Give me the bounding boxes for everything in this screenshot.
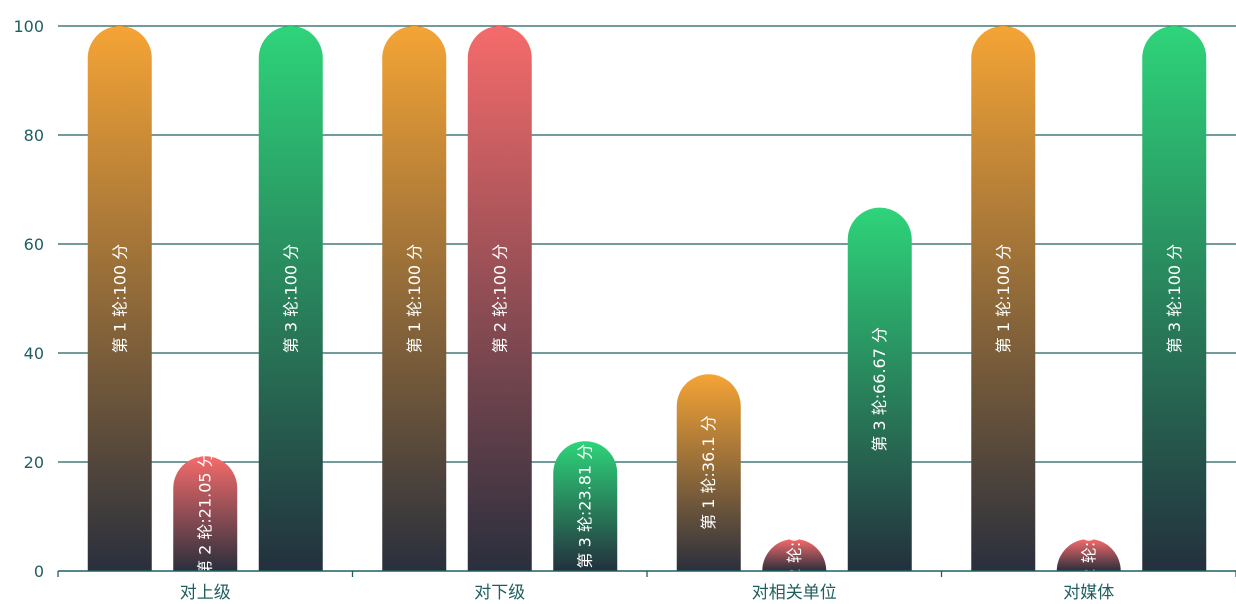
bar-data-label: 第 2 轮:21.05 分 <box>196 451 215 576</box>
bar-data-label: 第 1 轮:100 分 <box>994 244 1013 353</box>
bar <box>971 26 1036 571</box>
bar <box>676 374 741 571</box>
bar <box>467 26 532 571</box>
x-category-label: 对相关单位 <box>752 583 837 603</box>
bar <box>173 456 238 571</box>
bar-data-label: 第 3 轮:66.67 分 <box>870 327 889 452</box>
bar <box>382 26 447 571</box>
bar-data-label: 第 3 轮:23.81 分 <box>576 444 595 569</box>
bar <box>1142 26 1207 571</box>
x-category-label: 对媒体 <box>1063 583 1114 603</box>
bar <box>87 26 152 571</box>
y-tick-label: 20 <box>24 453 44 472</box>
x-category-label: 对上级 <box>180 583 231 603</box>
bar-data-label: 第 3 轮:100 分 <box>281 244 300 353</box>
bar-data-label: 第 1 轮:100 分 <box>110 244 129 353</box>
bar <box>258 26 323 571</box>
bar-data-label: 第 2 轮:0 分 <box>1079 510 1098 599</box>
y-tick-label: 40 <box>24 344 44 363</box>
bar-data-label: 第 1 轮:36.1 分 <box>699 415 718 529</box>
bar <box>553 441 618 571</box>
bar-data-label: 第 3 轮:100 分 <box>1165 244 1184 353</box>
bar-data-label: 第 1 轮:100 分 <box>405 244 424 353</box>
x-category-label: 对下级 <box>474 583 525 603</box>
y-tick-label: 0 <box>34 562 44 581</box>
y-tick-label: 100 <box>13 17 44 36</box>
bar <box>847 207 912 571</box>
bar <box>762 539 827 571</box>
y-tick-label: 60 <box>24 235 44 254</box>
bar <box>1056 539 1121 571</box>
y-tick-label: 80 <box>24 126 44 145</box>
bar-data-label: 第 2 轮:0 分 <box>785 510 804 599</box>
bar-data-label: 第 2 轮:100 分 <box>490 244 509 353</box>
